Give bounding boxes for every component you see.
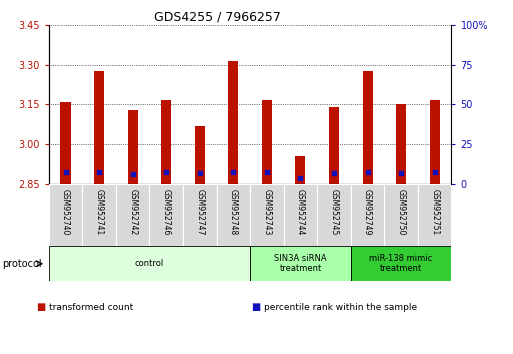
Text: GSM952743: GSM952743: [262, 189, 271, 235]
Bar: [94, 71, 104, 184]
Bar: [116, 184, 149, 246]
Bar: [82, 184, 116, 246]
Text: protocol: protocol: [3, 259, 42, 269]
Text: GSM952749: GSM952749: [363, 189, 372, 235]
Bar: [216, 184, 250, 246]
Bar: [183, 184, 216, 246]
Text: GSM952747: GSM952747: [195, 189, 204, 235]
Bar: [262, 100, 272, 184]
Bar: [195, 126, 205, 184]
Bar: [351, 246, 451, 281]
Bar: [250, 246, 351, 281]
Text: miR-138 mimic
treatment: miR-138 mimic treatment: [369, 254, 433, 273]
Text: control: control: [135, 259, 164, 268]
Bar: [295, 156, 305, 184]
Text: ■: ■: [36, 302, 45, 312]
Text: GSM952748: GSM952748: [229, 189, 238, 235]
Text: GSM952741: GSM952741: [94, 189, 104, 235]
Text: GSM952746: GSM952746: [162, 189, 171, 235]
Text: percentile rank within the sample: percentile rank within the sample: [264, 303, 417, 312]
Bar: [250, 184, 284, 246]
Bar: [49, 246, 250, 281]
Text: GSM952740: GSM952740: [61, 189, 70, 235]
Bar: [429, 100, 440, 184]
Bar: [61, 102, 71, 184]
Bar: [228, 61, 239, 184]
Bar: [49, 184, 82, 246]
Text: ■: ■: [251, 302, 261, 312]
Text: GSM952750: GSM952750: [397, 189, 406, 235]
Bar: [351, 184, 384, 246]
Bar: [384, 184, 418, 246]
Bar: [149, 184, 183, 246]
Bar: [128, 110, 137, 184]
Bar: [418, 184, 451, 246]
Text: SIN3A siRNA
treatment: SIN3A siRNA treatment: [274, 254, 327, 273]
Text: GSM952745: GSM952745: [329, 189, 339, 235]
Bar: [329, 107, 339, 184]
Bar: [317, 184, 351, 246]
Text: GDS4255 / 7966257: GDS4255 / 7966257: [154, 11, 281, 24]
Text: GSM952744: GSM952744: [296, 189, 305, 235]
Bar: [284, 184, 317, 246]
Text: GSM952751: GSM952751: [430, 189, 439, 235]
Text: transformed count: transformed count: [49, 303, 133, 312]
Bar: [161, 101, 171, 184]
Bar: [363, 71, 372, 184]
Bar: [396, 104, 406, 184]
Text: GSM952742: GSM952742: [128, 189, 137, 235]
